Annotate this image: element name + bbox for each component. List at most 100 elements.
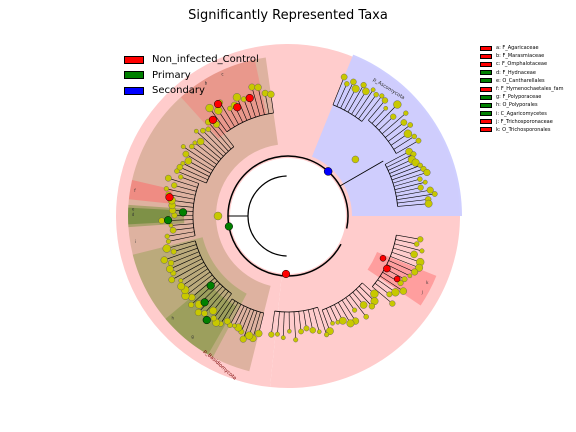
left-group-3-leaf bbox=[171, 182, 178, 189]
lower-right-group-3-branch bbox=[293, 311, 296, 340]
asco-group-2-leaf bbox=[381, 97, 389, 104]
lower-right-group-2-leaf bbox=[338, 316, 347, 325]
lower-right-group-3-branch bbox=[317, 307, 327, 335]
clade-sector-i bbox=[127, 57, 278, 372]
lower-right-group-2-leaf bbox=[346, 319, 355, 328]
clade-legend-label: a: F_Agaricaceae bbox=[496, 45, 539, 52]
asco-group-2-branch bbox=[385, 122, 405, 138]
lower-right-group-1-leaf bbox=[411, 268, 419, 276]
asco-group-3-branch bbox=[391, 168, 424, 181]
clade-legend-swatch bbox=[480, 45, 492, 51]
clade-sector-label: h bbox=[172, 316, 175, 321]
lower-right-group-2-leaf bbox=[363, 314, 369, 320]
left-group-4-branch bbox=[196, 130, 224, 157]
clade-node-f bbox=[165, 193, 174, 202]
asco-group-2-branch bbox=[368, 100, 386, 121]
left-group-5-leaf bbox=[261, 89, 269, 97]
asco-group-2-leaf bbox=[390, 113, 397, 120]
lower-right-group-3-branch bbox=[277, 311, 280, 335]
lower-right-group-1-leaf bbox=[410, 250, 418, 259]
left-group-1-branch bbox=[252, 312, 261, 339]
asco-group-2-leaf bbox=[415, 137, 422, 144]
lower-right-group-3-leaf bbox=[298, 328, 304, 335]
lower-right-group-1-branch bbox=[386, 264, 410, 277]
left-group-2-leaf bbox=[166, 265, 174, 273]
left-group-1-leaf bbox=[239, 335, 247, 343]
left-group-3-arc bbox=[192, 183, 200, 236]
left-group-2-leaf bbox=[168, 276, 176, 284]
clade-node-g bbox=[202, 315, 211, 325]
lower-right-group-2-branch bbox=[326, 308, 333, 324]
left-group-4-leaf bbox=[200, 127, 206, 134]
asco-group-2-branch bbox=[378, 116, 394, 131]
lower-right-group-2-branch bbox=[355, 289, 373, 307]
lower-right-group-3-branch bbox=[312, 308, 320, 332]
phylum-sector-ascomycota bbox=[311, 54, 462, 216]
clade-sector-label: k bbox=[426, 280, 429, 285]
left-group-4-leaf bbox=[197, 137, 205, 146]
lower-right-group-3-branch bbox=[282, 311, 285, 338]
clade-sector-f bbox=[128, 180, 174, 204]
asco-group-1-leaf bbox=[351, 84, 360, 93]
lower-right-group-1-branch bbox=[390, 256, 420, 269]
left-group-2-leaf bbox=[177, 282, 186, 291]
asco-group-1-leaf bbox=[379, 93, 385, 99]
left-group-1-leaf bbox=[232, 323, 237, 329]
asco-group-3-branch bbox=[390, 165, 421, 177]
left-group-1-branch bbox=[234, 305, 245, 326]
left-group-2-branch bbox=[173, 244, 197, 252]
lower-right-group-2-branch bbox=[341, 299, 356, 322]
lower-right-group-1-branch bbox=[388, 260, 415, 273]
lower-right-group-3-leaf bbox=[316, 329, 322, 335]
asco-group-1-branch bbox=[340, 81, 354, 109]
legend-item: Non_infected_Control bbox=[124, 52, 259, 68]
asco-group-3-branch bbox=[388, 159, 413, 171]
left-group-3-leaf bbox=[178, 174, 184, 180]
lower-right-group-1-branch bbox=[372, 286, 393, 304]
asco-group-1-leaf bbox=[360, 81, 367, 89]
clade-legend-swatch bbox=[480, 111, 492, 117]
clade-legend-label: i: C_Agaricomycetes bbox=[496, 110, 547, 117]
legend-label: Non_infected_Control bbox=[152, 54, 259, 66]
asco-group-3-leaf bbox=[426, 186, 434, 194]
clade-sector-label: b bbox=[205, 81, 208, 86]
left-group-5-leaf bbox=[205, 103, 214, 113]
asco-group-1-branch bbox=[358, 94, 377, 120]
asco-group-1-leaf bbox=[362, 87, 370, 96]
left-group-3-leaf bbox=[163, 186, 169, 192]
left-group-2-leaf bbox=[170, 248, 177, 255]
clade-legend-item: i: C_Agaricomycetes bbox=[480, 110, 563, 118]
left-group-2-branch bbox=[173, 258, 203, 274]
clade-sector-label: d bbox=[132, 212, 135, 217]
clade-sector-abc bbox=[180, 59, 267, 139]
left-group-2-leaf bbox=[201, 310, 208, 317]
left-group-3-leaf bbox=[169, 227, 177, 234]
lower-right-group-1-branch bbox=[395, 239, 417, 245]
left-group-4-branch bbox=[188, 160, 212, 174]
clade-sector-label: g bbox=[191, 334, 194, 339]
asco-group-1-leaf bbox=[373, 91, 379, 98]
asco-group-3-branch bbox=[386, 153, 414, 168]
left-group-5-arc bbox=[226, 112, 274, 133]
left-group-3-branch bbox=[166, 188, 196, 196]
asco-group-3-branch bbox=[396, 193, 435, 200]
left-group-4-branch bbox=[182, 163, 210, 177]
clade-legend-label: b: F_Marasmiaceae bbox=[496, 53, 545, 60]
asco-group-2-branch bbox=[371, 108, 386, 124]
legend-item: Primary bbox=[124, 68, 259, 84]
left-group-1-branch bbox=[242, 309, 255, 340]
lower-right-group-1-leaf bbox=[386, 291, 393, 298]
lower-right-group-1-leaf bbox=[419, 248, 425, 254]
lower-right-group-3-leaf bbox=[324, 332, 330, 338]
left-group-5-branch bbox=[209, 107, 228, 133]
asco-group-3-leaf bbox=[423, 168, 431, 176]
clade-node-k bbox=[383, 264, 391, 273]
left-group-4-branch bbox=[207, 129, 229, 152]
left-group-4-branch bbox=[216, 124, 235, 147]
lower-right-group-2-arc bbox=[322, 282, 363, 311]
tree-arc bbox=[247, 175, 287, 257]
clade-legend-swatch bbox=[480, 94, 492, 100]
asco-group-3-branch bbox=[394, 181, 426, 190]
asco-group-2-branch bbox=[381, 112, 407, 135]
left-group-4-branch bbox=[185, 153, 213, 171]
